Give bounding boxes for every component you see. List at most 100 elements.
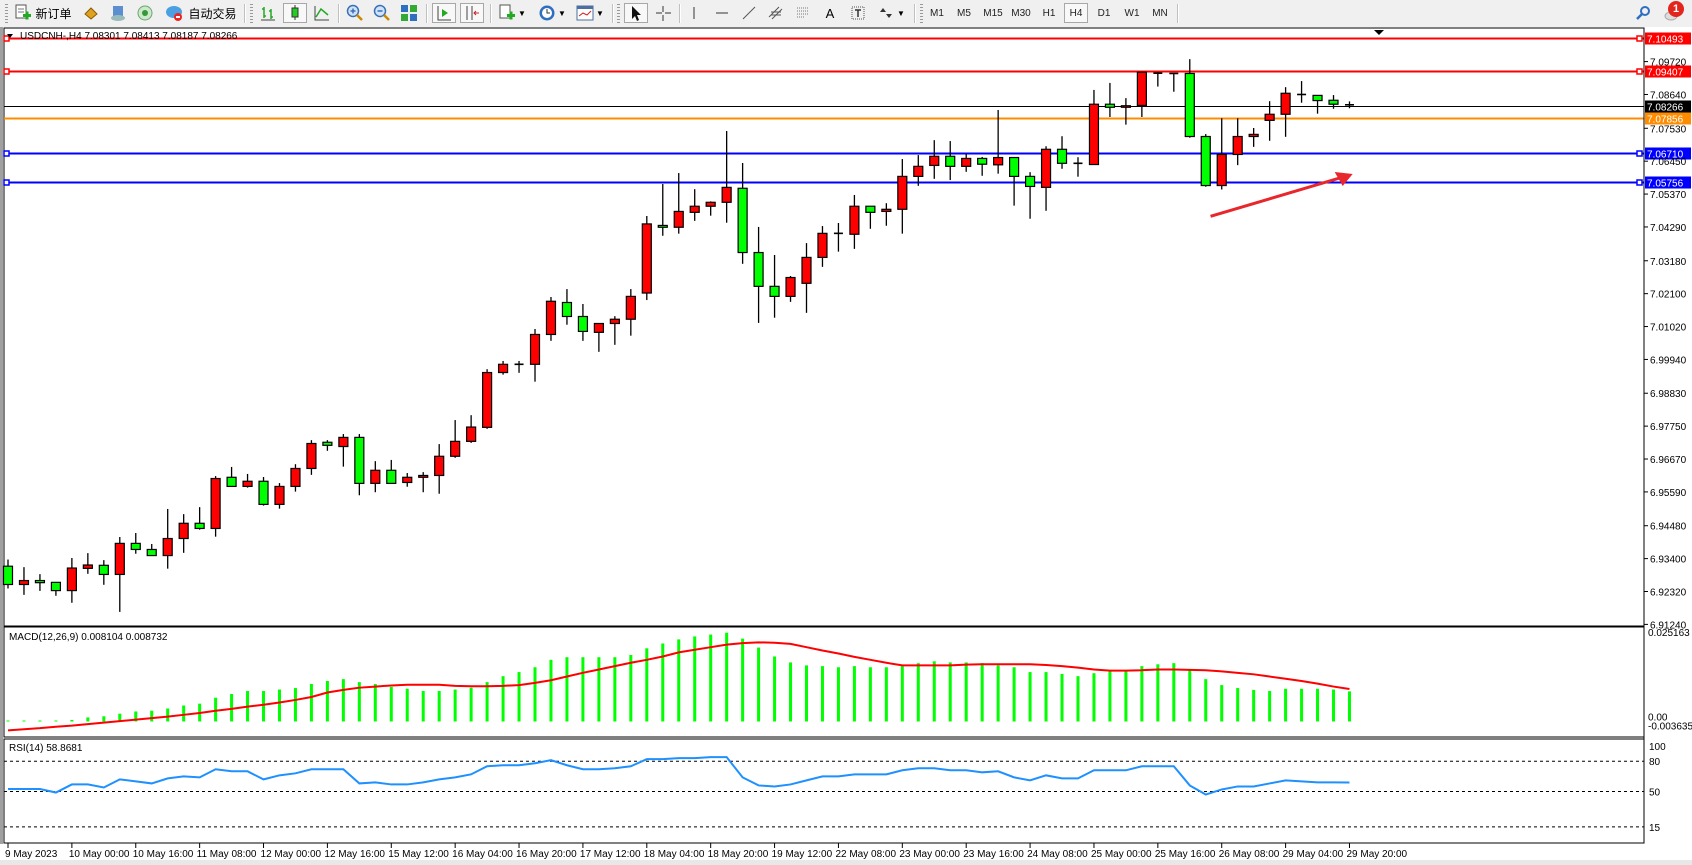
time-axis-label: 29 May 04:00 [1283,849,1344,860]
timeframe-d1[interactable]: D1 [1097,7,1111,19]
candlestick-button[interactable] [283,3,307,23]
market-watch-icon [84,7,98,20]
candle-body [274,485,285,505]
macd-histogram-bar [341,679,345,722]
macd-histogram-bar [741,638,745,722]
candle [114,536,125,612]
macd-histogram-bar [677,639,681,722]
timeframe-m1[interactable]: M1 [930,7,944,19]
collapse-triangle-icon[interactable] [7,34,13,38]
candle [386,459,397,484]
toolbar-grip[interactable] [617,4,620,23]
timeframe-w1[interactable]: W1 [1124,7,1140,19]
toolbar: 新订单 自动交易 ▼ ▼ ▼ A ▼ M1 M5 M15 M30 H1 H4 D… [0,0,1692,28]
candle-body [162,537,173,557]
autoscroll-icon [466,6,479,20]
macd-histogram-bar [517,672,521,722]
candle-body [98,564,109,576]
separator [244,4,246,23]
timeframe-h4[interactable]: H4 [1064,3,1088,23]
candle-body [290,467,301,488]
toolbar-grip[interactable] [5,4,8,23]
candle [146,543,157,557]
macd-histogram-bar [118,713,122,722]
price-tag-label: 7.05756 [1647,179,1684,190]
zoom-in-button[interactable] [343,3,367,23]
toolbar-grip[interactable] [920,4,923,23]
price-axis-label: 7.04290 [1650,223,1687,234]
candle [609,316,620,345]
separator [612,4,614,23]
macd-histogram-bar [1252,689,1256,722]
macd-histogram-bar [964,662,968,722]
vertical-line-button[interactable] [682,3,706,23]
line-chart-button[interactable] [310,3,334,23]
equidistant-channel-button[interactable] [764,3,788,23]
chart-background [0,27,1692,865]
timeframe-m30[interactable]: M30 [1011,7,1031,19]
search-button[interactable] [1632,3,1654,23]
candle-body [210,477,221,530]
tile-windows-button[interactable] [397,3,421,23]
candle-body [1200,135,1211,187]
autoscroll-button[interactable] [460,3,484,23]
indicators-button[interactable]: ▼ [495,3,529,23]
candle [514,360,524,373]
candle-body [801,256,812,284]
candle [1169,72,1179,92]
market-watch-button[interactable] [80,3,102,23]
macd-histogram-bar [309,683,313,722]
bar-chart-button[interactable] [256,3,280,23]
candle [2,559,14,589]
candle [881,203,892,226]
periods-button[interactable]: ▼ [535,3,569,23]
templates-button[interactable]: ▼ [573,3,607,23]
candle-body [1280,92,1291,115]
toolbar-grip[interactable] [250,4,253,23]
macd-histogram-bar [852,666,856,722]
candle-body [577,315,589,333]
candle-body [705,201,716,207]
macd-histogram-bar [86,717,90,722]
horizontal-line-button[interactable] [710,3,734,23]
candle [1184,59,1195,138]
timeframe-m5[interactable]: M5 [957,7,971,19]
candle [66,557,77,603]
trendline-button[interactable] [737,3,761,23]
candle [913,155,924,186]
cursor-button[interactable] [624,3,648,23]
macd-histogram-bar [597,657,601,722]
candle-body [625,295,636,320]
macd-histogram-bar [325,680,329,722]
auto-trading-icon [166,6,183,21]
candle-body [82,564,93,569]
time-axis-label: 25 May 00:00 [1091,849,1152,860]
candle-body [18,579,30,586]
macd-histogram-bar [1012,667,1016,722]
text-label-button[interactable] [846,3,870,23]
macd-histogram-bar [38,720,42,722]
time-axis-label: 9 May 2023 [5,849,58,860]
navigator-button[interactable] [134,3,156,23]
chart-shift-button[interactable] [432,3,456,23]
timeframe-h1[interactable]: H1 [1042,7,1056,19]
macd-histogram-bar [613,657,617,722]
data-window-button[interactable] [107,3,129,23]
arrows-button[interactable]: ▼ [874,3,908,23]
arrow-head [1334,171,1353,186]
timeframe-m15[interactable]: M15 [983,7,1003,19]
rsi-axis-label: 15 [1649,823,1661,834]
macd-histogram-bar [549,659,553,722]
candle [210,476,221,537]
zoom-out-button[interactable] [370,3,394,23]
timeframe-mn[interactable]: MN [1152,7,1168,19]
fibonacci-button[interactable] [791,3,815,23]
macd-histogram-bar [916,663,920,722]
candle-body [482,371,493,428]
chart-window[interactable]: 7.10493 7.09407 7.08266 7.07856 7.06710 7.057… [0,27,1692,865]
new-order-button[interactable]: 新订单 [12,3,74,23]
auto-trading-button[interactable]: 自动交易 [162,3,240,23]
crosshair-button[interactable] [651,3,675,23]
text-button[interactable]: A [818,3,842,23]
